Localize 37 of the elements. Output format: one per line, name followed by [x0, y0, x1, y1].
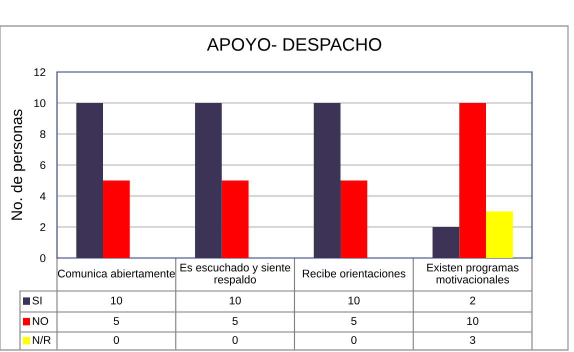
bar: [432, 227, 460, 258]
data-label: 10: [348, 296, 360, 304]
data-label: 0: [114, 336, 120, 344]
y-tick-label: 10: [34, 99, 46, 108]
y-tick-label: 0: [40, 254, 46, 262]
data-label: 3: [470, 336, 476, 344]
bar: [314, 103, 341, 258]
data-label: 5: [114, 317, 119, 325]
x-tick-label: Comunica abiertamente: [58, 269, 175, 278]
y-tick-label: 4: [40, 192, 46, 200]
bar: [103, 180, 130, 258]
legend-label: SI: [32, 296, 42, 304]
bar: [76, 103, 104, 258]
chart-title: APOYO- DESPACHO: [206, 38, 382, 51]
y-tick-label: 8: [40, 130, 46, 138]
legend-label: N/R: [32, 336, 51, 344]
data-label: 10: [467, 317, 478, 325]
bar: [459, 103, 486, 258]
data-label: 2: [470, 296, 476, 304]
y-tick-label: 6: [40, 161, 46, 170]
data-label: 5: [232, 317, 238, 325]
x-tick-label: Existen programas motivacionales: [427, 263, 519, 284]
legend-label: NO: [32, 317, 48, 325]
bar: [486, 212, 513, 258]
bar: [195, 103, 222, 258]
bar: [340, 180, 368, 258]
data-label: 0: [232, 336, 238, 344]
data-label: 10: [230, 296, 241, 304]
data-label: 10: [111, 296, 122, 304]
x-tick-label: Es escuchado y siente respaldo: [180, 263, 290, 286]
y-axis-title: No. de personas: [10, 109, 26, 220]
bar: [222, 180, 248, 258]
data-label: 0: [351, 336, 357, 344]
data-label: 5: [351, 317, 356, 325]
x-tick-label: Recibe orientaciones: [302, 269, 406, 278]
y-tick-label: 2: [40, 223, 46, 232]
y-tick-label: 12: [34, 68, 46, 76]
